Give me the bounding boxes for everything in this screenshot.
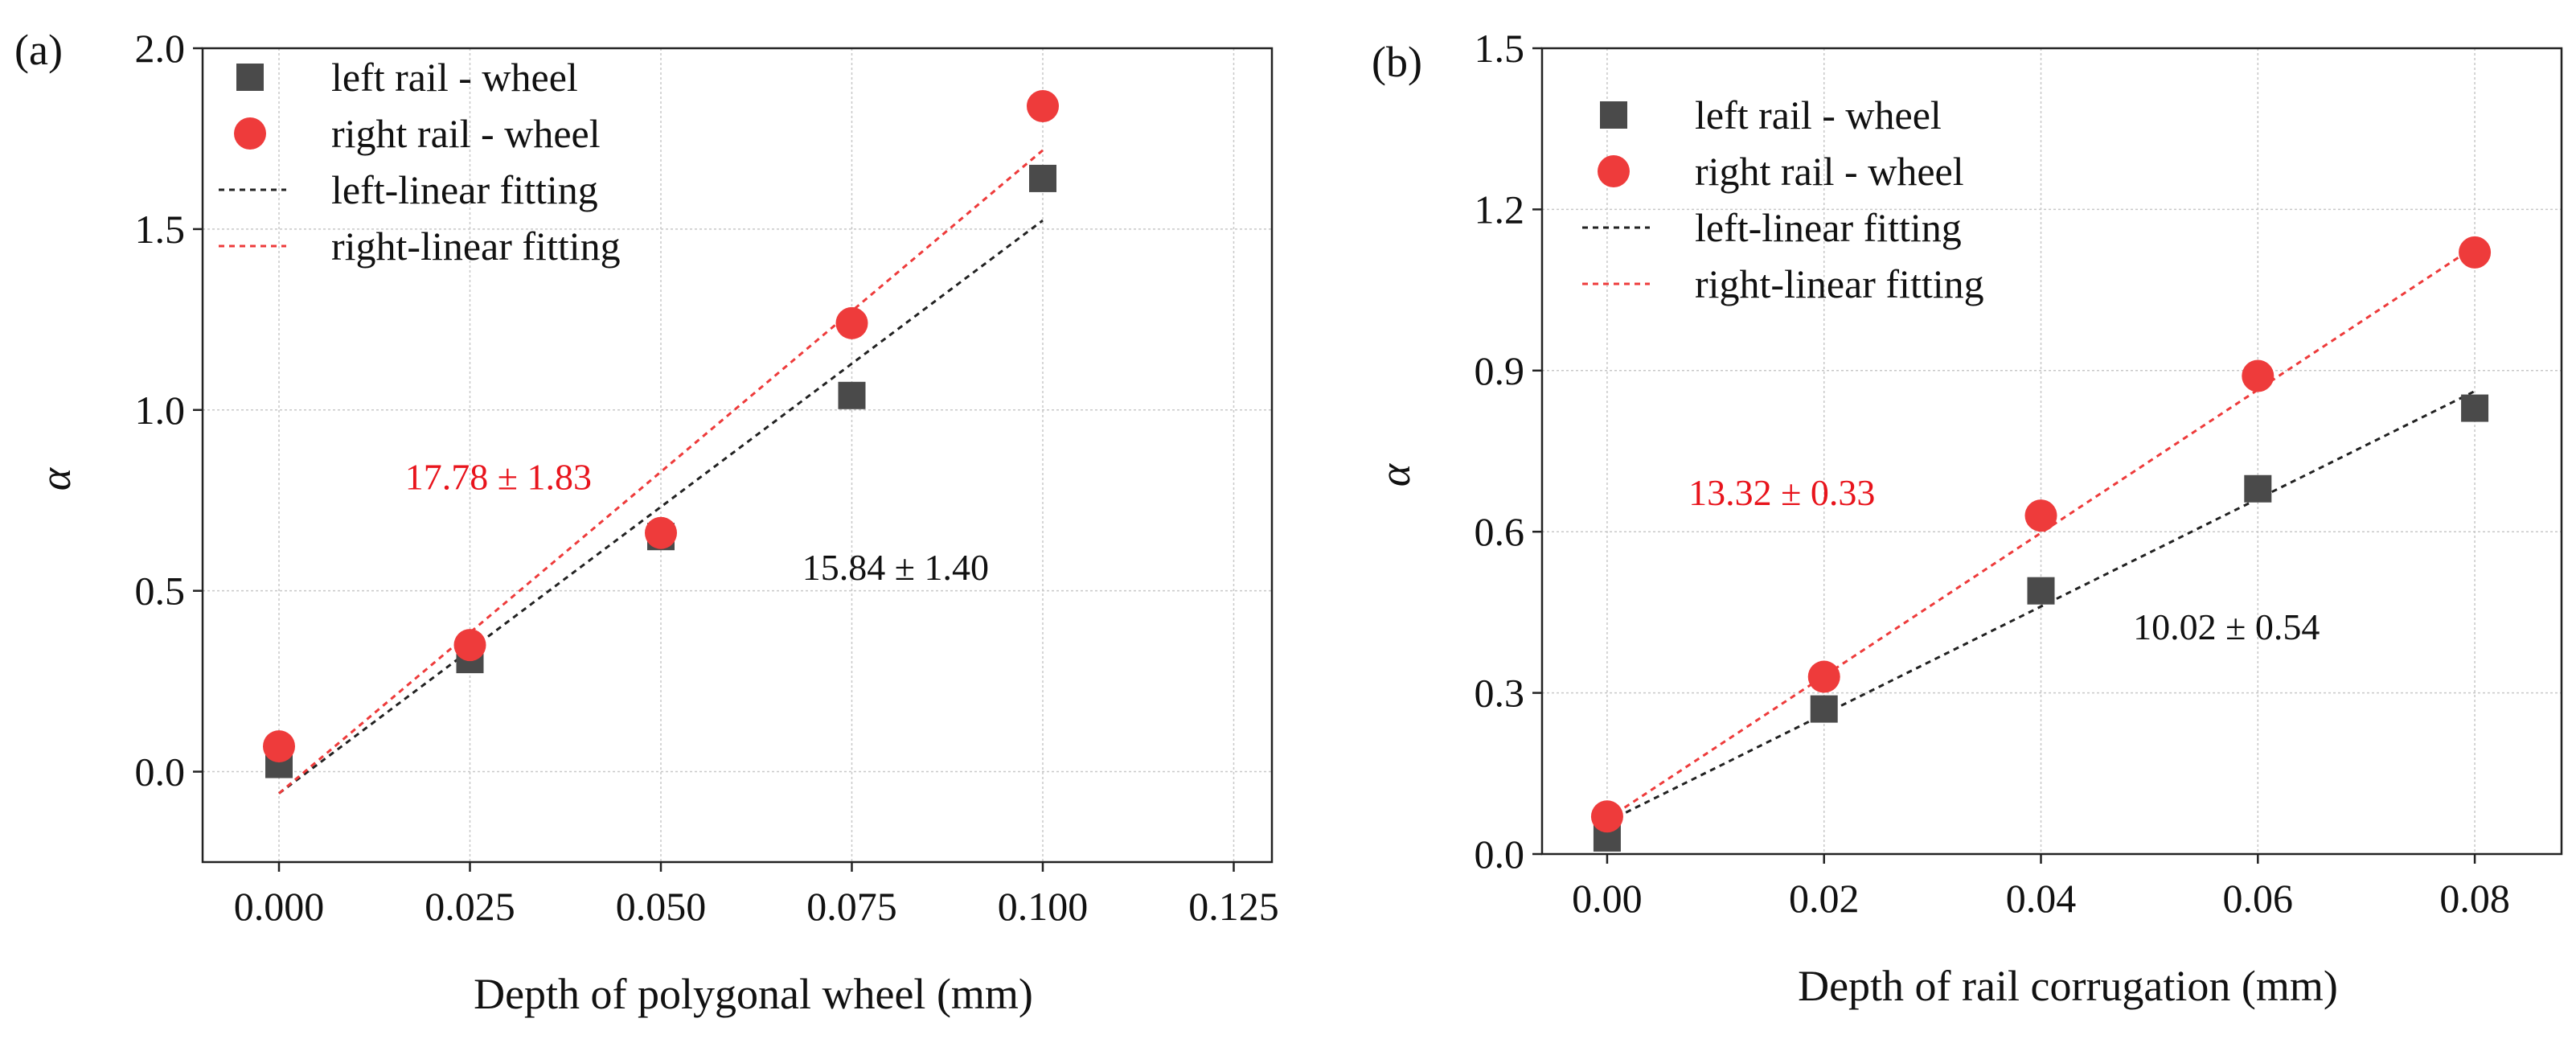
- legend-label: left rail - wheel: [1695, 92, 1942, 138]
- slope-annotation: 10.02 ± 0.54: [2133, 606, 2320, 647]
- slope-annotation: 13.32 ± 0.33: [1688, 472, 1875, 513]
- left-fit-line: [1606, 390, 2476, 823]
- right-rail-point: [2459, 236, 2492, 269]
- left-rail-point: [838, 381, 866, 409]
- legend: left rail - wheel right rail - wheel left-…: [219, 55, 621, 269]
- x-tick-label: 0.08: [2439, 876, 2510, 921]
- legend-label: right-linear fitting: [1695, 261, 1984, 306]
- y-tick-label: 1.5: [1475, 26, 1525, 71]
- legend-circle-marker: [1598, 155, 1630, 187]
- x-tick-label: 0.100: [998, 884, 1089, 929]
- slope-annotation: 17.78 ± 1.83: [405, 457, 592, 498]
- legend-label: left-linear fitting: [1695, 205, 1962, 250]
- panel-label: (b): [1372, 38, 1422, 86]
- legend: left rail - wheel right rail - wheel left-…: [1582, 92, 1984, 306]
- y-tick-label: 1.0: [135, 388, 186, 433]
- y-tick-label: 2.0: [135, 26, 186, 71]
- y-tick-label: 0.0: [135, 749, 186, 795]
- legend-label: right-linear fitting: [331, 224, 621, 269]
- x-tick-label: 0.050: [616, 884, 707, 929]
- left-fit-line: [278, 219, 1044, 795]
- y-tick-label: 0.5: [135, 569, 186, 614]
- chart-panel-a: 0.000 0.025 0.050 0.075 0.100 0.125 0.0 0.5 1.0 1…: [14, 26, 1279, 1018]
- left-rail-point: [1810, 695, 1838, 723]
- y-tick-label: 1.2: [1475, 187, 1525, 232]
- right-rail-point: [263, 730, 295, 763]
- x-axis-label: Depth of rail corrugation (mm): [1798, 962, 2338, 1010]
- legend-label: left-linear fitting: [331, 167, 598, 212]
- left-rail-point: [2244, 474, 2272, 503]
- y-tick-label: 0.6: [1475, 509, 1525, 554]
- left-rail-point: [1029, 164, 1056, 192]
- right-rail-point: [645, 516, 677, 549]
- x-tick-label: 0.075: [806, 884, 897, 929]
- y-axis-label: α: [1371, 462, 1419, 487]
- right-rail-point: [835, 306, 868, 339]
- x-tick-label: 0.125: [1188, 884, 1279, 929]
- slope-annotation: 15.84 ± 1.40: [802, 547, 989, 588]
- x-tick-label: 0.04: [2006, 876, 2077, 921]
- plot-frame: [1540, 47, 2563, 856]
- legend-square-marker: [236, 64, 264, 91]
- right-rail-point: [1027, 89, 1059, 122]
- x-tick-label: 0.00: [1572, 876, 1643, 921]
- legend-square-marker: [1600, 101, 1627, 129]
- x-tick-label: 0.02: [1789, 876, 1860, 921]
- y-tick-label: 0.9: [1475, 348, 1525, 393]
- y-tick-label: 1.5: [135, 207, 186, 252]
- right-rail-point: [2242, 359, 2275, 392]
- y-axis-label: α: [31, 466, 80, 491]
- legend-label: right rail - wheel: [331, 111, 601, 156]
- x-axis-label: Depth of polygonal wheel (mm): [474, 970, 1033, 1018]
- left-rail-point: [2027, 577, 2055, 605]
- y-tick-label: 0.0: [1475, 832, 1525, 877]
- legend-label: right rail - wheel: [1695, 149, 1964, 194]
- legend-circle-marker: [234, 117, 266, 150]
- right-rail-point: [1807, 660, 1840, 693]
- legend-label: left rail - wheel: [331, 55, 578, 100]
- plot-frame: [201, 47, 1274, 864]
- right-rail-point: [2024, 499, 2057, 532]
- x-tick-label: 0.025: [425, 884, 515, 929]
- right-rail-point: [453, 629, 486, 662]
- right-rail-point: [1590, 800, 1623, 833]
- x-tick-label: 0.06: [2223, 876, 2294, 921]
- x-tick-label: 0.000: [234, 884, 325, 929]
- chart-panel-b: 0.00 0.02 0.04 0.06 0.08 0.0 0.3 0.6 0.9 1.2 1.5 De…: [1371, 26, 2563, 1010]
- y-tick-label: 0.3: [1475, 671, 1525, 716]
- left-rail-point: [2461, 394, 2489, 422]
- panel-label: (a): [14, 26, 63, 74]
